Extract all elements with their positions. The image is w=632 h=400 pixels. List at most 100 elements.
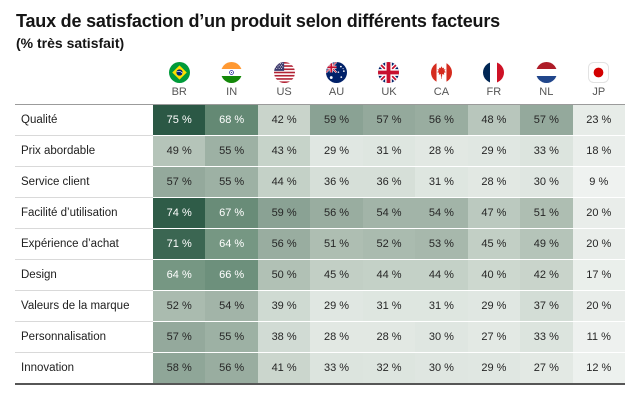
heatmap-cell: 28 % [362, 322, 416, 353]
row-label: Prix abordable [15, 136, 153, 167]
france-flag-icon [483, 62, 505, 83]
heatmap-cell: 64 % [153, 260, 206, 291]
column-code: NL [539, 86, 554, 98]
heatmap-cell: 40 % [467, 260, 521, 291]
heatmap-cell: 57 % [153, 322, 206, 353]
column-code: FR [486, 86, 502, 98]
heatmap-cell: 68 % [205, 105, 258, 136]
usa-flag-icon [273, 62, 295, 83]
column-header-uk: UK [363, 62, 415, 104]
heatmap-cell: 28 % [415, 136, 468, 167]
row-label: Personnalisation [15, 322, 153, 353]
heatmap-cell: 48 % [467, 105, 521, 136]
heatmap-cell: 30 % [520, 167, 573, 198]
heatmap-cell: 29 % [467, 291, 521, 322]
heatmap-cell: 31 % [362, 136, 416, 167]
heatmap-cell: 45 % [467, 229, 521, 260]
heatmap-cell: 31 % [415, 291, 468, 322]
column-header-row: BR IN US AU UK CA FR NL JP [15, 62, 625, 104]
heatmap-cell: 51 % [520, 198, 573, 229]
heatmap-cell: 11 % [572, 322, 625, 353]
heatmap-cell: 58 % [153, 353, 206, 383]
heatmap-cell: 55 % [205, 167, 258, 198]
japan-flag-icon [588, 62, 610, 83]
row-label: Qualité [15, 105, 153, 136]
heatmap-cell: 56 % [310, 198, 363, 229]
heatmap-cell: 55 % [205, 322, 258, 353]
heatmap-cell: 56 % [257, 229, 311, 260]
heatmap-cell: 27 % [467, 322, 521, 353]
heatmap-cell: 29 % [467, 136, 521, 167]
heatmap-cell: 33 % [520, 136, 573, 167]
column-code: IN [226, 86, 238, 98]
heatmap-cell: 52 % [362, 229, 416, 260]
heatmap-cell: 74 % [153, 198, 206, 229]
heatmap-cell: 29 % [467, 353, 521, 383]
heatmap-cell: 31 % [415, 167, 468, 198]
heatmap-cell: 66 % [205, 260, 258, 291]
heatmap-cell: 18 % [572, 136, 625, 167]
netherlands-flag-icon [535, 62, 557, 83]
heatmap-cell: 54 % [205, 291, 258, 322]
row-label: Innovation [21, 362, 75, 374]
row-label: Facilité d’utilisation [15, 198, 153, 229]
heatmap-cell: 56 % [205, 353, 258, 383]
heatmap-cell: 37 % [520, 291, 573, 322]
heatmap-cell: 41 % [257, 353, 311, 383]
heatmap-cell: 55 % [205, 136, 258, 167]
heatmap-cell: 39 % [257, 291, 311, 322]
heatmap-cell: 44 % [362, 260, 416, 291]
row-label: Service client [15, 167, 153, 198]
uk-flag-icon [378, 62, 400, 83]
column-header-ca: CA [415, 62, 467, 104]
heatmap-cell: 28 % [310, 322, 363, 353]
heatmap-cell: 30 % [415, 353, 468, 383]
heatmap-cell: 45 % [310, 260, 363, 291]
heatmap-cell: 75 % [153, 105, 206, 136]
column-header-br: BR [153, 62, 205, 104]
heatmap-cell: 32 % [362, 353, 416, 383]
heatmap-cell: 47 % [467, 198, 521, 229]
column-header-in: IN [205, 62, 257, 104]
heatmap-cell: 53 % [415, 229, 468, 260]
heatmap-cell: 20 % [572, 198, 625, 229]
heatmap-cell: 51 % [310, 229, 363, 260]
heatmap-cell: 36 % [310, 167, 363, 198]
heatmap-cell: 49 % [520, 229, 573, 260]
header-spacer [15, 62, 153, 104]
column-header-us: US [258, 62, 310, 104]
heatmap-cell: 29 % [310, 291, 363, 322]
heatmap-cell: 57 % [362, 105, 416, 136]
heatmap-cell: 57 % [153, 167, 206, 198]
column-code: AU [328, 86, 345, 98]
heatmap-cell: 33 % [520, 322, 573, 353]
column-header-nl: NL [520, 62, 572, 104]
heatmap-cell: 59 % [310, 105, 363, 136]
heatmap-cell: 42 % [520, 260, 573, 291]
heatmap-cell: 17 % [572, 260, 625, 291]
canada-flag-icon [430, 62, 452, 83]
heatmap-cell: 50 % [257, 260, 311, 291]
column-header-fr: FR [468, 62, 520, 104]
heatmap-table: Qualité 75 % 68 % 42 % 59 % 57 % 56 % 48 % 57 % 2… [15, 104, 625, 385]
column-code: BR [171, 86, 187, 98]
heatmap-cell: 44 % [257, 167, 311, 198]
column-code: UK [381, 86, 397, 98]
heatmap-cell: 38 % [257, 322, 311, 353]
column-header-au: AU [310, 62, 362, 104]
heatmap-cell: 33 % [310, 353, 363, 383]
column-code: JP [592, 86, 606, 98]
heatmap-cell: 44 % [415, 260, 468, 291]
heatmap-chart: Taux de satisfaction d’un produit selon … [15, 11, 625, 385]
heatmap-cell: 59 % [257, 198, 311, 229]
brazil-flag-icon [168, 62, 190, 83]
chart-title: Taux de satisfaction d’un produit selon … [16, 11, 500, 31]
heatmap-cell: 52 % [153, 291, 206, 322]
row-label: Design [15, 260, 153, 291]
india-flag-icon [221, 62, 243, 83]
heatmap-cell: 67 % [205, 198, 258, 229]
australia-flag-icon [326, 62, 348, 83]
chart-subtitle: (% très satisfait) [16, 35, 125, 51]
row-label: Expérience d’achat [15, 229, 153, 260]
heatmap-cell: 27 % [520, 353, 573, 383]
